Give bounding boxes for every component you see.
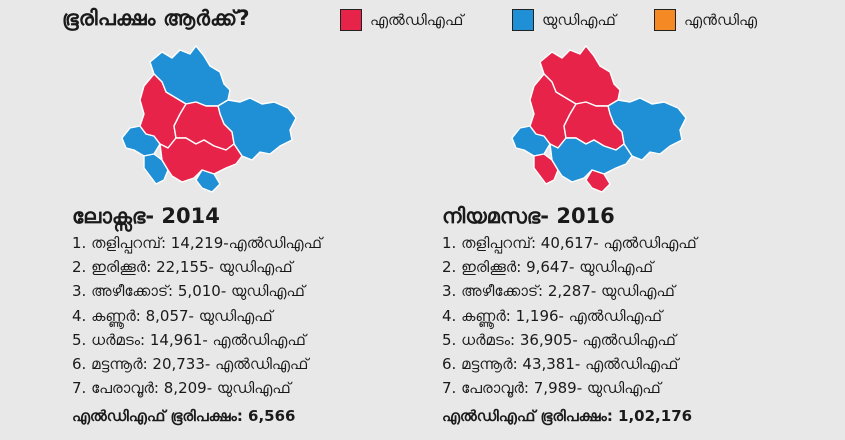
legend-label-udf: യുഡിഎഫ്	[542, 11, 616, 29]
constituency-map	[511, 45, 687, 193]
map-niyamasabha-2016	[500, 44, 700, 194]
result-row: 6. മട്ടന്നൂർ: 43,381- എൽഡിഎഫ്	[442, 354, 679, 373]
panel-niyamasabha-2016: നിയമസഭ- 2016 1. തളിപ്പറമ്പ്: 40,617- എൽഡ…	[442, 202, 822, 425]
result-row: 1. തളിപ്പറമ്പ്: 40,617- എൽഡിഎഫ്	[442, 234, 697, 252]
result-row: 5. ധർമടം: 14,961- എൽഡിഎഫ്	[72, 330, 306, 349]
legend-item-udf: യുഡിഎഫ്	[512, 7, 650, 33]
result-list: 1. തളിപ്പറമ്പ്: 14,219-എൽഡിഎഫ് 2. ഇരിക്ക…	[72, 231, 452, 400]
result-row: 2. ഇരിക്കൂർ: 22,155- യുഡിഎഫ്	[72, 258, 293, 277]
result-list: 1. തളിപ്പറമ്പ്: 40,617- എൽഡിഎഫ് 2. ഇരിക്…	[442, 231, 822, 400]
result-row: 6. മട്ടന്നൂർ: 20,733- എൽഡിഎഫ്	[72, 354, 309, 373]
majority-summary: എൽഡിഎഫ് ഭൂരിപക്ഷം: 1,02,176	[442, 407, 693, 426]
majority-summary: എൽഡിഎഫ് ഭൂരിപക്ഷം: 6,566	[72, 407, 296, 426]
panel-loksabha-2014: ലോക്സഭ- 2014 1. തളിപ്പറമ്പ്: 14,219-എൽഡി…	[72, 202, 452, 425]
result-row: 7. പേരാവൂർ: 7,989- യുഡിഎഫ്	[442, 379, 661, 398]
map-loksabha-2014	[110, 44, 310, 194]
legend-label-nda: എൻഡിഎ	[684, 11, 758, 29]
legend-swatch-ldf	[340, 9, 362, 31]
region-south-tip	[195, 169, 221, 193]
legend-label-ldf: എൽഡിഎഫ്	[370, 11, 464, 29]
result-row: 2. ഇരിക്കൂർ: 9,647- യുഡിഎഫ്	[442, 258, 654, 277]
legend-swatch-udf	[512, 9, 534, 31]
legend-item-nda: എൻഡിഎ	[654, 7, 814, 33]
legend: എൽഡിഎഫ് യുഡിഎഫ് എൻഡിഎ	[340, 7, 814, 33]
panel-title: ലോക്സഭ- 2014	[72, 204, 220, 228]
legend-swatch-nda	[654, 9, 676, 31]
result-row: 1. തളിപ്പറമ്പ്: 14,219-എൽഡിഎഫ്	[72, 234, 322, 252]
result-row: 7. പേരാവൂർ: 8,209- യുഡിഎഫ്	[72, 379, 291, 398]
region-kannur	[533, 153, 559, 185]
result-row: 3. അഴീക്കോട്: 2,287- യുഡിഎഫ്	[442, 282, 675, 301]
legend-item-ldf: എൽഡിഎഫ്	[340, 7, 510, 33]
result-row: 3. അഴീക്കോട്: 5,010- യുഡിഎഫ്	[72, 282, 305, 301]
result-row: 5. ധർമടം: 36,905- എൽഡിഎഫ്	[442, 330, 676, 349]
region-south-tip	[585, 169, 611, 193]
region-peravoor	[549, 137, 633, 183]
panel-title: നിയമസഭ- 2016	[442, 204, 615, 228]
result-row: 4. കണ്ണൂർ: 8,057- യുഡിഎഫ്	[72, 306, 273, 325]
result-row: 4. കണ്ണൂർ: 1,196- എൽഡിഎഫ്	[442, 306, 663, 325]
constituency-map	[121, 45, 297, 193]
region-kannur	[143, 153, 169, 185]
page-title: ഭൂരിപക്ഷം ആർക്ക്?	[62, 6, 250, 30]
region-peravoor	[159, 137, 243, 183]
